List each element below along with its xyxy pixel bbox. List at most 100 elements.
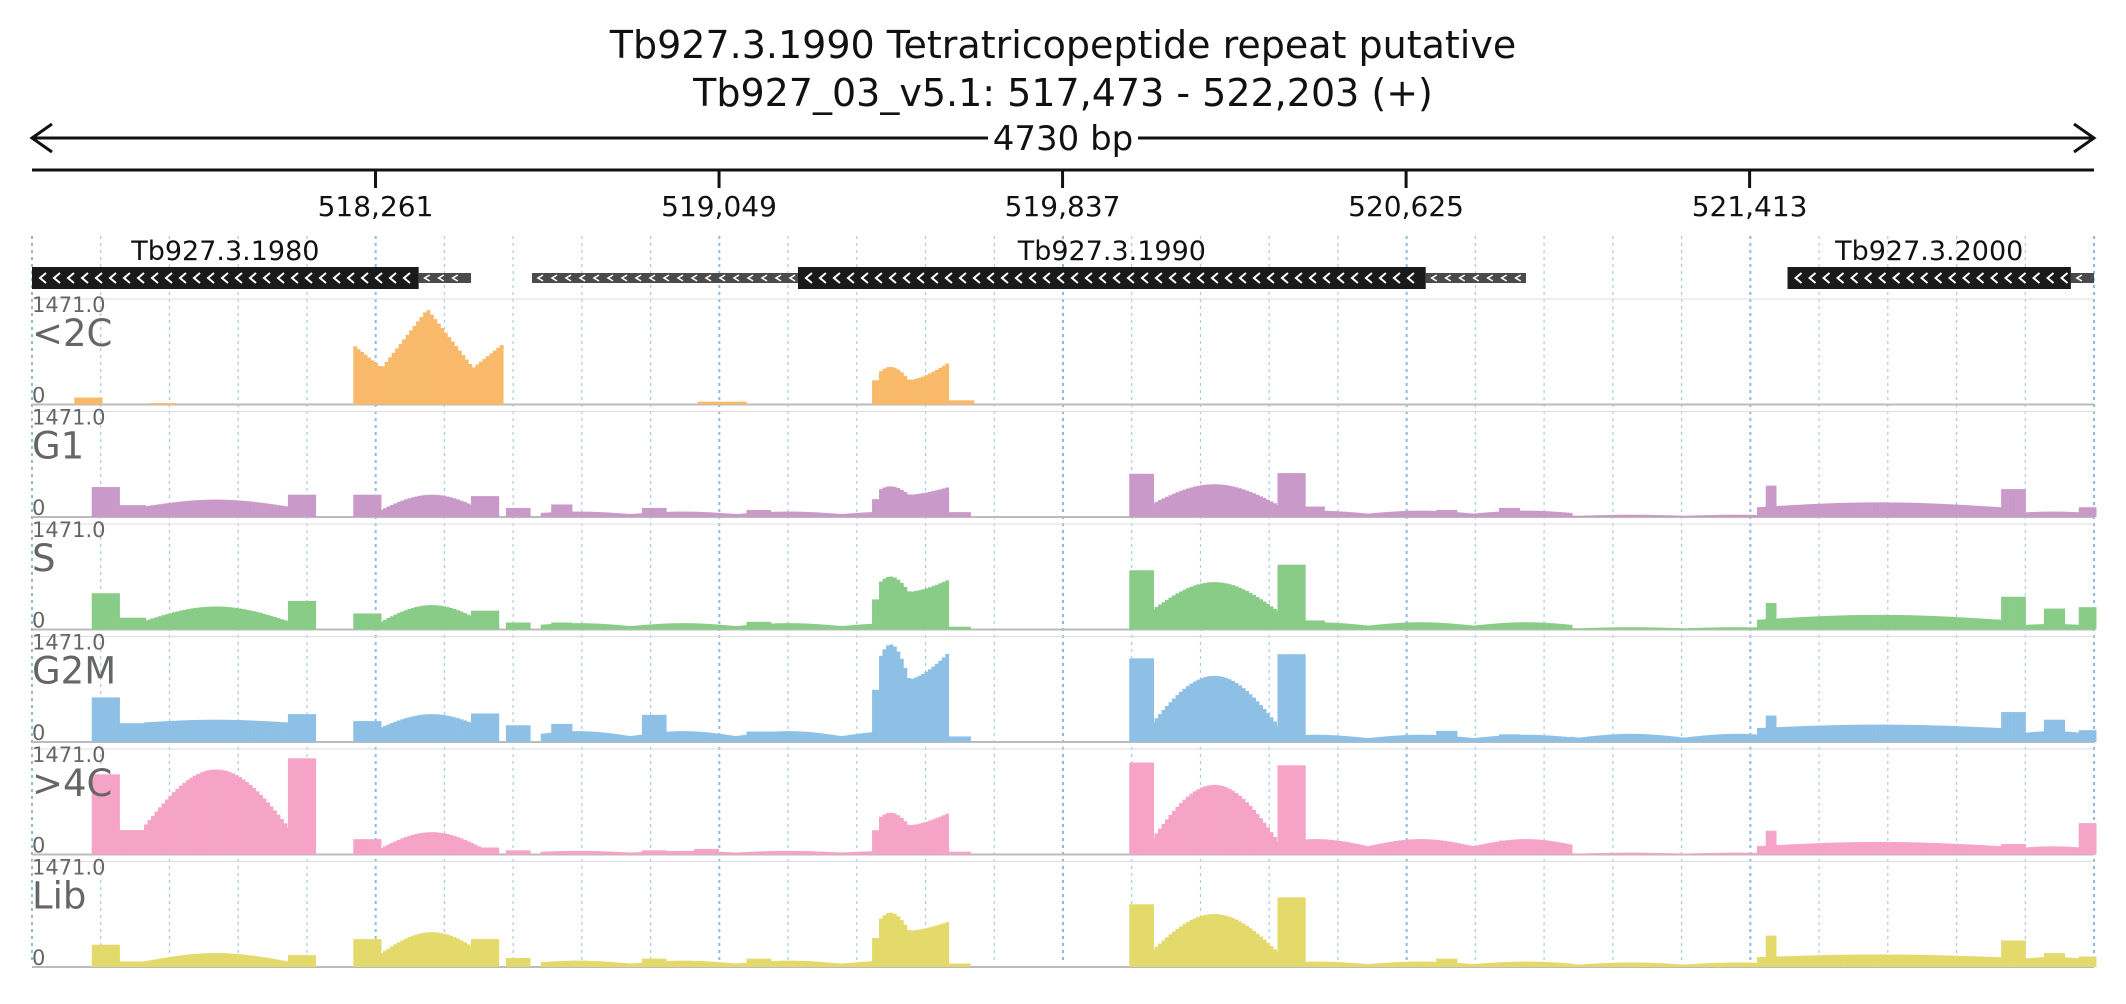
- coverage-bar: [896, 488, 901, 517]
- coverage-bar: [697, 401, 702, 405]
- coverage-bar: [276, 618, 281, 630]
- coverage-bar: [77, 397, 82, 405]
- coverage-bar: [1962, 844, 1967, 855]
- coverage-bar: [438, 495, 443, 517]
- coverage-bar: [802, 623, 807, 630]
- coverage-bar: [701, 511, 705, 517]
- strand-arrow-icon: [1905, 272, 1915, 284]
- coverage-bar: [732, 513, 737, 517]
- coverage-bar: [1600, 627, 1605, 630]
- coverage-bar: [963, 400, 968, 405]
- coverage-bar: [1301, 473, 1306, 517]
- coverage-bar: [121, 723, 126, 742]
- coverage-bar: [474, 939, 479, 967]
- coverage-bar: [1165, 496, 1169, 517]
- coverage-bar: [1161, 823, 1166, 855]
- coverage-bar: [164, 957, 169, 967]
- coverage-bar: [1868, 502, 1873, 517]
- coverage-bar: [1593, 963, 1598, 967]
- coverage-bar: [1597, 853, 1602, 855]
- coverage-bar: [586, 850, 590, 855]
- coverage-bar: [1478, 737, 1482, 742]
- coverage-bar: [248, 720, 253, 742]
- coverage-bar: [746, 621, 751, 630]
- x-tick-label: 520,625: [1348, 190, 1464, 223]
- coverage-bar: [784, 731, 789, 742]
- coverage-bar: [634, 963, 639, 967]
- coverage-bar: [382, 508, 387, 517]
- coverage-bar: [1587, 627, 1591, 630]
- coverage-bar: [1168, 934, 1173, 967]
- coverage-bar: [600, 512, 604, 517]
- coverage-bar: [1889, 502, 1894, 517]
- coverage-bar: [1747, 962, 1752, 967]
- coverage-bar: [1478, 513, 1482, 517]
- coverage-bar: [1192, 791, 1197, 855]
- coverage-bar: [1784, 844, 1789, 855]
- coverage-bar: [1436, 958, 1440, 967]
- coverage-bar: [445, 715, 450, 742]
- coverage-bar: [896, 916, 901, 967]
- coverage-bar: [641, 714, 646, 742]
- coverage-bar: [1154, 501, 1159, 517]
- coverage-bar: [617, 734, 622, 742]
- coverage-bar: [231, 607, 236, 630]
- coverage-bar: [131, 505, 136, 517]
- coverage-bar: [1765, 485, 1770, 517]
- coverage-bar: [1632, 733, 1637, 742]
- strand-arrow-icon: [788, 274, 796, 282]
- coverage-bar: [607, 961, 611, 967]
- coverage-bar: [2029, 847, 2034, 855]
- coverage-bar: [499, 344, 504, 405]
- coverage-bar: [356, 721, 361, 742]
- coverage-bar: [1231, 681, 1236, 742]
- coverage-bar: [1653, 514, 1658, 517]
- chart-subtitle: Tb927_03_v5.1: 517,473 - 522,203 (+): [692, 71, 1433, 115]
- coverage-bar: [389, 946, 394, 967]
- coverage-bar: [879, 489, 883, 517]
- coverage-bar: [287, 955, 292, 967]
- coverage-bar: [1729, 852, 1734, 855]
- coverage-bar: [2018, 712, 2023, 742]
- coverage-bar: [1733, 627, 1738, 630]
- coverage-bar: [1217, 676, 1222, 742]
- coverage-bar: [1287, 654, 1292, 742]
- coverage-bar: [144, 620, 148, 630]
- coverage-bar: [1777, 505, 1782, 517]
- coverage-bar: [1554, 623, 1559, 630]
- coverage-bar: [949, 400, 954, 405]
- coverage-bar: [1990, 845, 1995, 855]
- coverage-bar: [2078, 730, 2083, 742]
- coverage-bar: [586, 623, 590, 630]
- coverage-bar: [784, 623, 789, 630]
- coverage-bar: [872, 499, 876, 517]
- coverage-bar: [1558, 623, 1563, 630]
- coverage-bar: [1234, 683, 1239, 742]
- coverage-bar: [1879, 614, 1883, 630]
- coverage-bar: [1348, 736, 1353, 742]
- coverage-bar: [858, 624, 862, 630]
- coverage-bar: [2054, 608, 2059, 630]
- coverage-bar: [491, 847, 496, 855]
- coverage-bar: [377, 939, 382, 967]
- coverage-bar: [666, 623, 671, 630]
- track-name: Lib: [32, 875, 86, 918]
- coverage-bar: [899, 920, 904, 967]
- coverage-bar: [1175, 492, 1180, 517]
- coverage-bar: [1376, 737, 1381, 742]
- coverage-bar: [868, 623, 873, 630]
- coverage-bar: [360, 721, 365, 742]
- coverage-bar: [575, 623, 580, 630]
- coverage-bar: [1369, 513, 1374, 517]
- coverage-bar: [105, 944, 110, 967]
- coverage-bar: [1639, 962, 1644, 967]
- coverage-bar: [1161, 940, 1166, 967]
- coverage-bar: [795, 511, 800, 517]
- coverage-bar: [1684, 737, 1689, 742]
- coverage-bar: [1851, 615, 1855, 630]
- coverage-bar: [305, 955, 310, 967]
- coverage-bar: [1328, 839, 1332, 855]
- coverage-bar: [199, 772, 204, 855]
- coverage-bar: [924, 928, 929, 967]
- coverage-bar: [910, 824, 915, 855]
